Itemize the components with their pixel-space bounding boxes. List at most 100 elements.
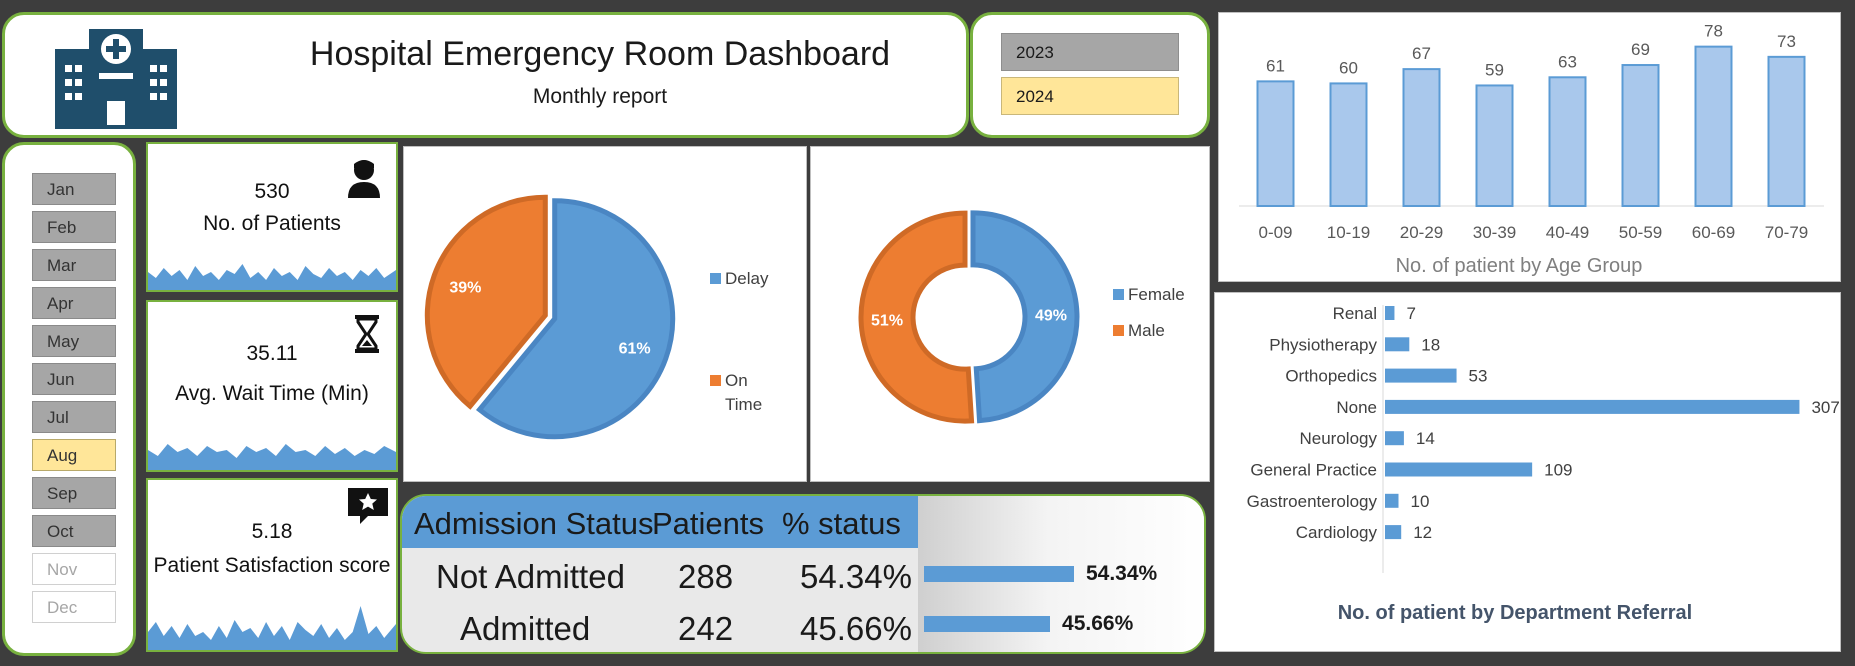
header-patients: Patients (652, 506, 765, 541)
bar-age-50-59 (1621, 64, 1660, 207)
data-label-gastroenterology: 10 (1411, 492, 1430, 511)
month-button-sep[interactable]: Sep (32, 477, 116, 509)
year-slicer: 2023 2024 (970, 12, 1210, 138)
legend-label-on-time: On Time (725, 371, 762, 414)
legend-label-male: Male (1128, 321, 1165, 340)
month-button-jun[interactable]: Jun (32, 363, 116, 395)
data-label-orthopedics: 53 (1469, 367, 1488, 386)
bar-orthopedics (1385, 368, 1457, 383)
bar-age-30-39 (1475, 84, 1514, 207)
bar-age-40-49 (1548, 76, 1587, 208)
data-label-renal: 7 (1406, 304, 1415, 323)
donut-slice-female (970, 210, 1080, 424)
pie-label-on-time: 39% (449, 280, 481, 297)
databar-not-admitted (924, 566, 1074, 582)
gender-donut-chart: 49% 51% Female Male (810, 146, 1210, 482)
wait-time-value: 35.11 (246, 342, 298, 365)
donut-slice-male (858, 210, 975, 424)
data-label-age-40-49: 63 (1558, 52, 1577, 71)
row-status-admitted: Admitted (460, 610, 591, 647)
month-button-oct[interactable]: Oct (32, 515, 116, 547)
patients-sparkline (148, 264, 396, 290)
header-percent-status: % status (782, 506, 901, 541)
tick-label-neurology: Neurology (1300, 429, 1378, 448)
donut-label-male: 51% (871, 313, 903, 330)
star-review-icon (348, 488, 388, 524)
tick-label-cardiology: Cardiology (1296, 523, 1378, 542)
bar-cardiology (1385, 525, 1402, 540)
satisfaction-sparkline (148, 606, 396, 650)
pie-slice-on-time (424, 194, 548, 410)
tick-label-age-40-49: 40-49 (1546, 223, 1589, 242)
patients-label: No. of Patients (203, 212, 341, 235)
data-label-general-practice: 109 (1544, 461, 1572, 480)
month-button-apr[interactable]: Apr (32, 287, 116, 319)
header-admission-status: Admission Status (414, 506, 654, 541)
month-button-mar[interactable]: Mar (32, 249, 116, 281)
month-button-aug[interactable]: Aug (32, 439, 116, 471)
age-group-bar-chart: 61 0-09 60 10-19 67 20-29 59 30-39 63 40-49 69 50-5… (1218, 12, 1841, 282)
satisfaction-label: Patient Satisfaction score (153, 554, 391, 577)
tick-label-renal: Renal (1333, 304, 1377, 323)
page-subtitle: Monthly report (532, 85, 668, 108)
data-label-age-60-69: 78 (1704, 22, 1723, 41)
tick-label-none: None (1336, 398, 1377, 417)
page-title: Hospital Emergency Room Dashboard (309, 35, 891, 73)
donut-label-female: 49% (1035, 307, 1067, 324)
data-label-age-70-79: 73 (1777, 32, 1796, 51)
data-label-physiotherapy: 18 (1421, 335, 1440, 354)
patients-value: 530 (254, 180, 290, 203)
tick-label-gastroenterology: Gastroenterology (1247, 492, 1378, 511)
data-label-cardiology: 12 (1413, 523, 1432, 542)
tick-label-age-20-29: 20-29 (1400, 223, 1443, 242)
year-button-2024[interactable]: 2024 (1001, 77, 1179, 115)
kpi-card-wait-time: 35.11 Avg. Wait Time (Min) (146, 300, 398, 472)
legend-label-female: Female (1128, 285, 1185, 304)
data-label-none: 307 (1811, 398, 1839, 417)
wait-status-pie-chart: 61% 39% Delay On Time (403, 146, 807, 482)
tick-label-age-10-19: 10-19 (1327, 223, 1370, 242)
data-label-age-10-19: 60 (1339, 58, 1358, 77)
hospital-building-icon (55, 29, 177, 129)
bar-gastroenterology (1385, 493, 1399, 508)
bar-age-70-79 (1767, 55, 1806, 208)
legend-label-delay: Delay (725, 269, 769, 288)
month-button-jan[interactable]: Jan (32, 173, 116, 205)
month-button-nov[interactable]: Nov (32, 553, 116, 585)
month-button-dec[interactable]: Dec (32, 591, 116, 623)
tick-label-physiotherapy: Physiotherapy (1269, 335, 1377, 354)
legend-swatch-delay (710, 273, 721, 284)
month-button-feb[interactable]: Feb (32, 211, 116, 243)
wait-time-label: Avg. Wait Time (Min) (175, 382, 369, 405)
admission-status-table: Admission Status Patients % status Not A… (400, 494, 1206, 654)
pie-slice-delay (475, 198, 676, 440)
tick-label-general-practice: General Practice (1250, 461, 1377, 480)
chart-title: No. of patient by Department Referral (1338, 602, 1693, 624)
month-button-jul[interactable]: Jul (32, 401, 116, 433)
month-button-may[interactable]: May (32, 325, 116, 357)
table-header: Admission Status Patients % status (402, 496, 918, 548)
wait-time-sparkline (148, 444, 396, 470)
year-button-2023[interactable]: 2023 (1001, 33, 1179, 71)
row-percent-not-admitted: 54.34% (800, 558, 912, 595)
data-label-age-30-39: 59 (1485, 60, 1504, 79)
month-slicer: Jan Feb Mar Apr May Jun Jul Aug Sep Oct … (2, 142, 136, 656)
databar-label-admitted: 45.66% (1062, 612, 1134, 635)
data-label-neurology: 14 (1416, 429, 1435, 448)
row-status-not-admitted: Not Admitted (436, 558, 625, 595)
bar-age-0-09 (1256, 80, 1295, 207)
kpi-card-satisfaction: 5.18 Patient Satisfaction score (146, 478, 398, 652)
row-patients-not-admitted: 288 (678, 558, 734, 595)
tick-label-orthopedics: Orthopedics (1285, 367, 1377, 386)
tick-label-age-70-79: 70-79 (1765, 223, 1808, 242)
bar-physiotherapy (1385, 337, 1410, 352)
hourglass-icon (355, 315, 379, 353)
bar-age-10-19 (1329, 82, 1368, 207)
pie-label-delay: 61% (619, 340, 651, 357)
bar-age-60-69 (1694, 45, 1733, 207)
data-label-age-50-59: 69 (1631, 40, 1650, 59)
data-label-age-0-09: 61 (1266, 56, 1285, 75)
tick-label-age-0-09: 0-09 (1258, 223, 1292, 242)
dashboard-header: Hospital Emergency Room Dashboard Monthl… (2, 12, 969, 138)
legend-swatch-male (1113, 325, 1124, 336)
